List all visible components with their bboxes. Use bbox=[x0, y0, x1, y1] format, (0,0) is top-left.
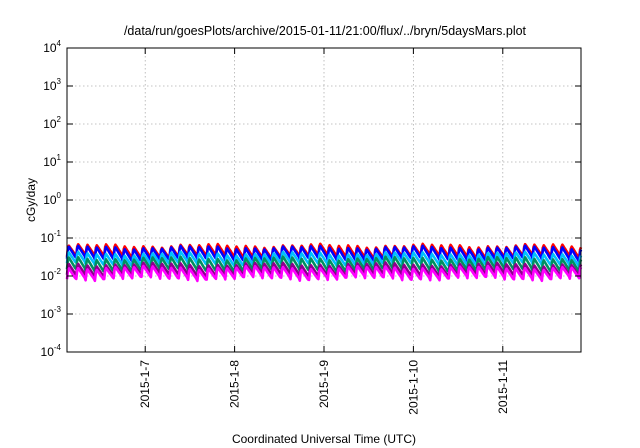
x-axis-label: Coordinated Universal Time (UTC) bbox=[232, 432, 416, 446]
axis-ticks bbox=[67, 47, 581, 353]
y-tick-label: 10-3 bbox=[41, 305, 62, 321]
x-tick-label: 2015-1-8 bbox=[228, 360, 242, 408]
x-tick-label: 2015-1-9 bbox=[317, 360, 331, 408]
y-axis-label: cGy/day bbox=[24, 178, 38, 222]
y-tick-label: 103 bbox=[43, 77, 61, 93]
y-tick-label: 104 bbox=[43, 39, 61, 55]
x-tick-label: 2015-1-10 bbox=[406, 360, 420, 415]
series-line bbox=[65, 264, 583, 283]
chart-title: /data/run/goesPlots/archive/2015-01-11/2… bbox=[124, 24, 527, 38]
y-tick-label: 102 bbox=[43, 115, 61, 131]
y-tick-labels: 10-4 10-3 10-2 10-1 100 101 102 103 104 bbox=[41, 39, 62, 359]
x-tick-labels: 2015-1-7 2015-1-8 2015-1-9 2015-1-10 2015-1-… bbox=[138, 360, 510, 415]
y-tick-label: 101 bbox=[43, 153, 61, 169]
x-tick-label: 2015-1-11 bbox=[496, 360, 510, 414]
y-tick-label: 10-1 bbox=[41, 229, 62, 245]
y-tick-label: 100 bbox=[43, 191, 61, 207]
series-group bbox=[65, 242, 583, 283]
x-tick-label: 2015-1-7 bbox=[138, 360, 152, 408]
y-tick-label: 10-4 bbox=[41, 343, 62, 359]
y-tick-label: 10-2 bbox=[41, 267, 62, 283]
